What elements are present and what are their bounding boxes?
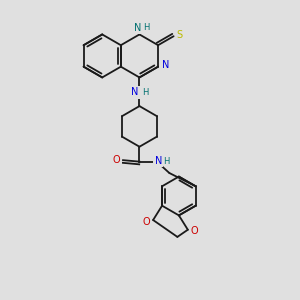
Text: O: O (190, 226, 198, 236)
Text: S: S (176, 30, 182, 40)
Text: N: N (162, 60, 169, 70)
Text: N: N (154, 156, 162, 166)
Text: H: H (143, 23, 149, 32)
Text: H: H (142, 88, 149, 97)
Text: N: N (134, 23, 142, 33)
Text: O: O (113, 154, 120, 165)
Text: O: O (143, 217, 150, 226)
Text: H: H (163, 157, 169, 166)
Text: N: N (131, 87, 139, 98)
